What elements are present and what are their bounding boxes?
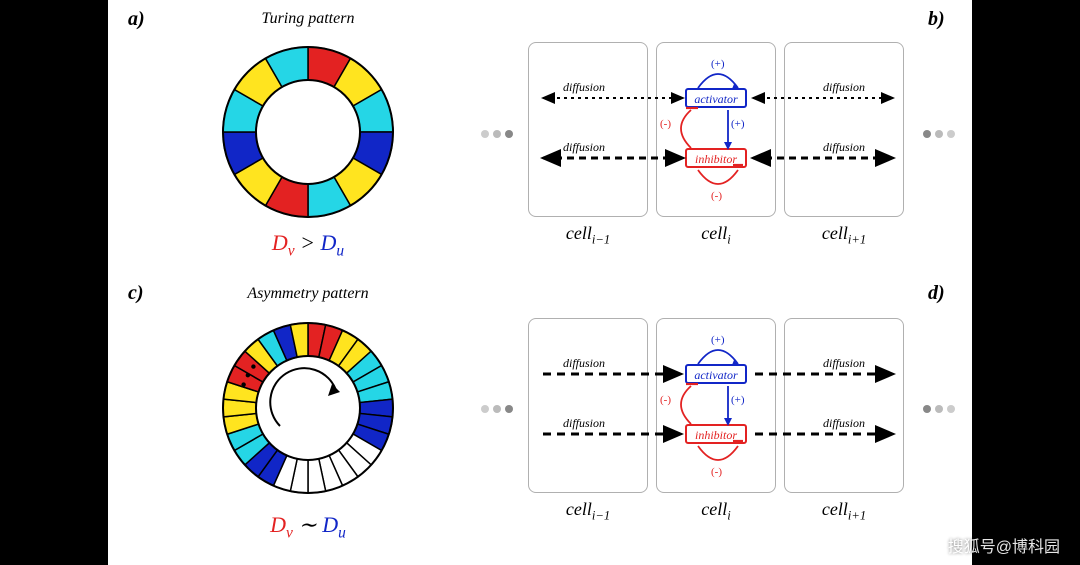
diff-b-3: diffusion: [563, 140, 605, 155]
cell-d-im1-label: celli−1: [528, 499, 648, 524]
turing-ring: [208, 32, 408, 232]
ellipsis-b-left: [481, 130, 513, 138]
sign-b-actinh: (+): [731, 118, 745, 130]
eq-c-v: v: [286, 524, 293, 541]
sign-d-inhact: (-): [660, 394, 671, 406]
sign-b-inhself: (-): [711, 190, 722, 202]
watermark: 搜狐号@博科园: [948, 533, 1060, 557]
panel-d-label: d): [928, 282, 945, 305]
sign-d-actinh: (+): [731, 394, 745, 406]
diff-b-4: diffusion: [823, 140, 865, 155]
cell-b-ip1-label: celli+1: [784, 223, 904, 248]
ellipsis-d-right: [923, 405, 955, 413]
eq-c-op: ∼: [298, 512, 316, 537]
ellipsis-b-right: [923, 130, 955, 138]
panel-a-title: Turing pattern: [218, 10, 398, 28]
panel-c-label: c): [128, 282, 144, 305]
sign-d-inhself: (-): [711, 466, 722, 478]
diff-d-1: diffusion: [563, 356, 605, 371]
panel-c-title: Asymmetry pattern: [208, 285, 408, 303]
eq-a-v: v: [288, 242, 295, 259]
panel-a-equation: Dv > Du: [238, 230, 378, 260]
cell-d-i-label: celli: [656, 499, 776, 524]
eq-c-Du: D: [322, 512, 338, 537]
cell-d-ip1-label: celli+1: [784, 499, 904, 524]
cell-b-i-label: celli: [656, 223, 776, 248]
diff-d-2: diffusion: [823, 356, 865, 371]
panel-a-label: a): [128, 8, 145, 31]
sign-b-inhact: (-): [660, 118, 671, 130]
asymmetry-ring: [208, 308, 408, 508]
ellipsis-d-left: [481, 405, 513, 413]
panel-c-equation: Dv ∼ Du: [238, 512, 378, 542]
eq-a-Du: D: [321, 230, 337, 255]
sign-d-actself: (+): [711, 334, 725, 346]
diff-b-2: diffusion: [823, 80, 865, 95]
eq-c-u: u: [338, 524, 346, 541]
cell-b-im1-label: celli−1: [528, 223, 648, 248]
sign-b-actself: (+): [711, 58, 725, 70]
eq-a-Dv: D: [272, 230, 288, 255]
eq-c-Dv: D: [270, 512, 286, 537]
diff-d-3: diffusion: [563, 416, 605, 431]
eq-a-op: >: [300, 230, 315, 255]
panel-b-label: b): [928, 8, 945, 31]
diff-b-1: diffusion: [563, 80, 605, 95]
eq-a-u: u: [336, 242, 344, 259]
figure-canvas: a) b) c) d) Turing pattern Dv > Du Asymm…: [108, 0, 972, 565]
diff-d-4: diffusion: [823, 416, 865, 431]
